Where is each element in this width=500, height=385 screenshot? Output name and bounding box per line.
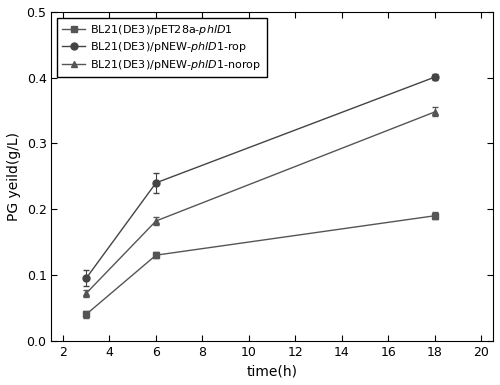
Legend: BL21(DE3)/pET28a-$\mathit{phlD1}$, BL21(DE3)/pNEW-$\mathit{phlD1}$-rop, BL21(DE3: BL21(DE3)/pET28a-$\mathit{phlD1}$, BL21(…: [57, 17, 267, 77]
Y-axis label: PG yeild(g/L): PG yeild(g/L): [7, 132, 21, 221]
X-axis label: time(h): time(h): [246, 364, 298, 378]
